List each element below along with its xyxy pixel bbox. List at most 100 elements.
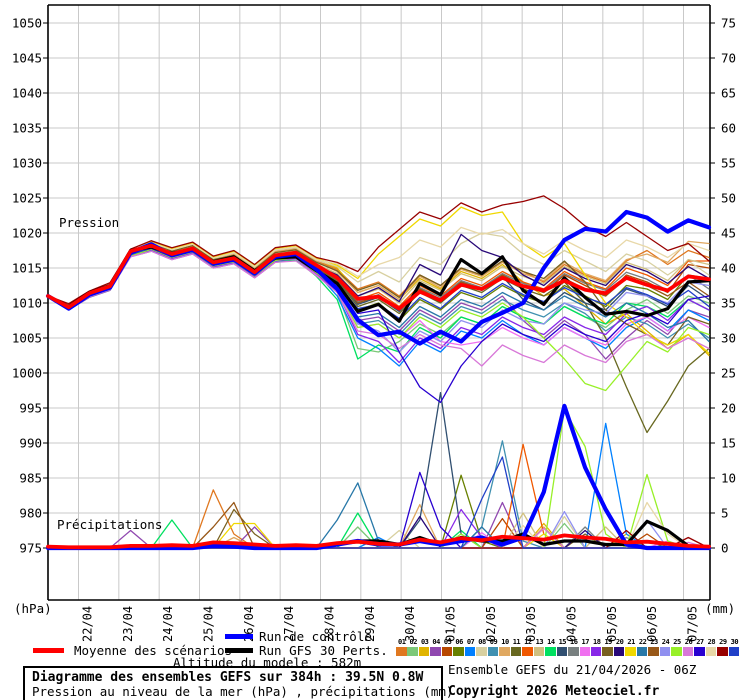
pressure-line-m29 [47,195,710,305]
pert-number: 06 [455,638,463,646]
pressure-tick-label: 1010 [12,296,42,311]
pert-color-square [407,647,418,656]
pressure-tick-label: 980 [19,506,42,521]
precip-tick-label: 40 [721,261,736,276]
x-axis-label: 06/05 [645,606,659,642]
precip-tick-label: 20 [721,401,736,416]
pert-color-square [453,647,464,656]
precip-line-mean [46,533,711,550]
precip-tick-label: 60 [721,121,736,136]
pert-number: 09 [489,638,498,646]
pert-color-square [441,647,453,656]
pert-number: 21 [627,638,635,646]
pert-color-square [613,647,625,656]
pert-number: 12 [524,638,532,646]
x-axis-label: 03/05 [524,606,538,642]
pert-number: 14 [547,638,555,646]
x-axis-label: 25/04 [201,606,215,642]
pert-color-square [671,647,682,656]
x-axis-label: 28/04 [322,606,336,642]
pressure-tick-label: 1030 [12,156,42,171]
precip-tick-label: 75 [721,16,736,31]
perts-count-label: 30 Perts. [320,643,388,658]
mean-swatch [33,648,64,653]
pert-number: 08 [478,638,486,646]
precip-tick-label: 35 [721,296,736,311]
pert-color-square [590,647,602,656]
title-box: Diagramme des ensembles GEFS sur 384h : … [23,666,454,700]
pressure-section-label: Pression [59,215,119,230]
pert-color-square [636,647,648,656]
run-date-label: Ensemble GEFS du 21/04/2026 - 06Z [448,662,697,677]
precip-tick-label: 10 [721,471,736,486]
pressure-tick-label: 1045 [12,51,42,66]
pressure-tick-label: 1035 [12,121,42,136]
precip-line-m12 [47,443,710,549]
legend-mean: Moyenne des scénarios [33,643,232,658]
pert-color-square [728,647,740,656]
pert-color-square [705,647,717,656]
pressure-line-mean [46,243,711,311]
pressure-tick-label: 1050 [12,16,42,31]
precip-tick-label: 70 [721,51,736,66]
x-axis-label: 05/05 [605,606,619,642]
pert-color-square [568,647,579,656]
pressure-tick-label: 1025 [12,191,42,206]
pert-number: 26 [684,638,693,646]
x-axis-label: 27/04 [282,606,296,642]
pressure-tick-label: 1005 [12,331,42,346]
precip-tick-label: 30 [721,331,736,346]
pert-color-square [694,647,705,656]
pert-number: 07 [466,638,475,646]
pert-number: 05 [443,638,452,646]
x-axis-label: 01/05 [443,606,457,642]
pressure-tick-label: 990 [19,436,42,451]
pert-color-square [682,647,694,656]
pert-number: 04 [432,638,440,646]
pressure-tick-label: 995 [19,401,42,416]
x-axis-label: 02/05 [484,606,498,642]
pert-number: 24 [661,638,670,646]
pert-number: 17 [581,638,590,646]
pert-color-square [396,647,407,656]
mean-label: Moyenne des scénarios [74,643,233,658]
pert-color-square [487,647,499,656]
precip-tick-label: 0 [721,541,729,556]
x-axis-label: 23/04 [121,606,135,642]
pert-color-square [556,647,568,656]
pert-number: 03 [420,638,429,646]
pressure-tick-label: 1020 [12,226,42,241]
pressure-tick-label: 1040 [12,86,42,101]
copyright-label: Copyright 2026 Meteociel.fr [448,684,660,699]
perturbation-legend: 01 02 03 04 05 06 07 08 09 10 11 12 13 14 15 16 17 18 19 20… [396,638,740,656]
pert-number: 10 [501,638,509,646]
pert-color-square [510,647,522,656]
pert-number: 13 [535,638,544,646]
pert-number: 15 [558,638,567,646]
perturbation-color-squares [396,647,740,656]
pert-number: 29 [719,638,727,646]
pressure-tick-label: 975 [19,541,42,556]
pert-color-square [602,647,613,656]
precip-tick-label: 25 [721,366,736,381]
gfs-run-label: Run GFS [259,643,312,658]
control-run-label: Run de contrôle [259,629,372,644]
pert-color-square [522,647,533,656]
pressure-tick-label: 1015 [12,261,42,276]
pert-number: 02 [409,638,417,646]
chart-subtitle: Pression au niveau de la mer (hPa) , pré… [32,684,454,699]
pert-number: 28 [707,638,716,646]
x-axis-label: 24/04 [161,606,175,642]
perturbation-numbers: 01 02 03 04 05 06 07 08 09 10 11 12 13 14 15 16 17 18 19 20… [396,638,740,646]
pert-number: 18 [592,638,601,646]
pert-number: 19 [604,638,612,646]
pert-color-square [659,647,671,656]
pressure-tick-label: 1000 [12,366,42,381]
pressure-tick-label: 985 [19,471,42,486]
legend-control-run: Run de contrôle [225,629,372,644]
pert-number: 27 [696,638,704,646]
gfs-run-swatch [225,648,253,653]
x-axis-label: 22/04 [81,606,95,642]
pert-color-square [625,647,636,656]
